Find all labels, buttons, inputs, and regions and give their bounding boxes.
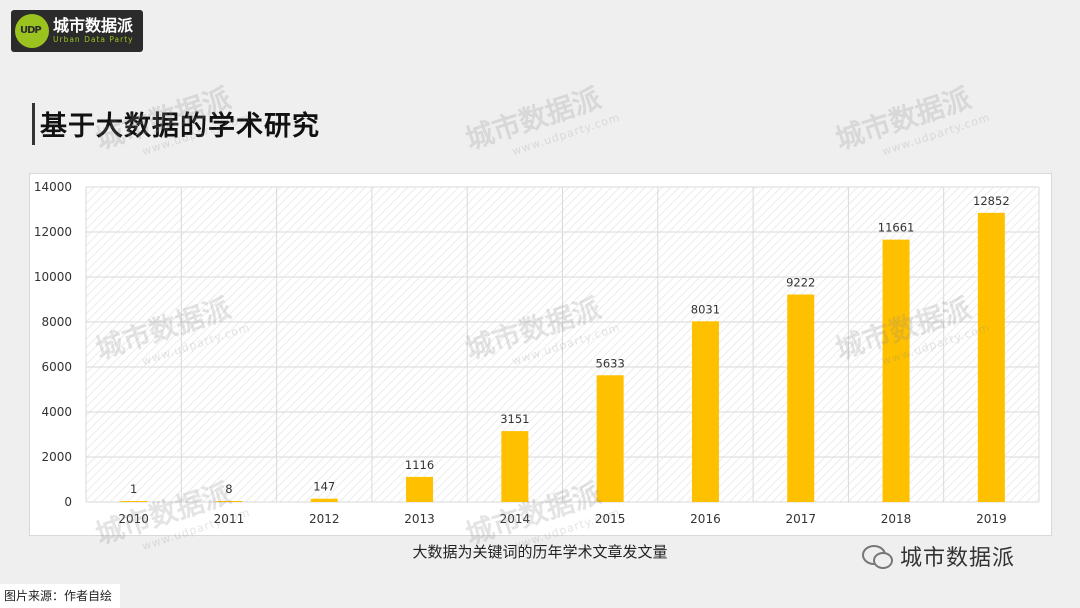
- bar: [310, 498, 338, 502]
- watermark-text: 城市数据派: [831, 81, 975, 157]
- x-tick-label: 2014: [500, 512, 531, 526]
- y-tick-label: 6000: [41, 360, 72, 374]
- watermark-text: 城市数据派: [461, 81, 605, 157]
- bar: [120, 501, 148, 502]
- logo-name-cn: 城市数据派: [53, 16, 134, 35]
- data-label: 147: [313, 480, 335, 494]
- x-tick-label: 2013: [404, 512, 435, 526]
- data-label: 5633: [596, 356, 625, 370]
- bar: [787, 294, 815, 502]
- page-title: 基于大数据的学术研究: [40, 111, 320, 142]
- data-label: 8: [225, 482, 232, 496]
- y-tick-label: 12000: [34, 225, 72, 239]
- y-tick-label: 8000: [41, 315, 72, 329]
- x-tick-label: 2012: [309, 512, 340, 526]
- bar: [501, 431, 529, 502]
- wechat-account-name: 城市数据派: [900, 546, 1016, 571]
- x-tick-label: 2018: [881, 512, 912, 526]
- x-tick-label: 2010: [118, 512, 149, 526]
- y-tick-label: 2000: [41, 450, 72, 464]
- bar-chart: 0 2000 4000 6000 8000 10000 12000 14000 1 2010 8 20…: [34, 180, 1040, 526]
- bar: [215, 501, 243, 502]
- data-label: 8031: [691, 302, 720, 316]
- logo-name-en: Urban Data Party: [53, 35, 134, 44]
- x-tick-label: 2019: [976, 512, 1007, 526]
- y-tick-label: 0: [64, 495, 72, 509]
- bar: [691, 321, 719, 502]
- y-tick-label: 14000: [34, 180, 72, 194]
- y-tick-label: 4000: [41, 405, 72, 419]
- urban-data-party-logo-icon: UDP: [15, 14, 49, 48]
- data-label: 9222: [786, 276, 815, 290]
- x-tick-label: 2016: [690, 512, 721, 526]
- watermark: 城市数据派 www.udparty.com: [460, 73, 622, 171]
- y-tick-label: 10000: [34, 270, 72, 284]
- wechat-account-badge: 城市数据派: [862, 540, 1015, 572]
- title-accent-bar: [32, 103, 35, 145]
- data-label: 1116: [405, 458, 434, 472]
- x-tick-label: 2017: [785, 512, 816, 526]
- data-label: 12852: [973, 194, 1010, 208]
- chart-panel: 0 2000 4000 6000 8000 10000 12000 14000 1 2010 8 20…: [29, 173, 1052, 536]
- data-label: 3151: [500, 412, 529, 426]
- brand-logo: UDP 城市数据派 Urban Data Party: [11, 10, 143, 52]
- data-label: 1: [130, 482, 137, 496]
- wechat-icon: [862, 543, 893, 569]
- bar: [406, 476, 434, 502]
- watermark-url: www.udparty.com: [880, 110, 992, 159]
- data-label: 11661: [878, 221, 915, 235]
- bar: [596, 375, 624, 502]
- chart-caption: 大数据为关键词的历年学术文章发文量: [412, 543, 668, 561]
- watermark-url: www.udparty.com: [510, 110, 622, 159]
- watermark: 城市数据派 www.udparty.com: [830, 73, 992, 171]
- image-source-note: 图片来源：作者自绘: [0, 584, 121, 608]
- bar: [977, 212, 1005, 502]
- bar: [882, 239, 910, 502]
- x-tick-label: 2015: [595, 512, 626, 526]
- x-tick-label: 2011: [214, 512, 245, 526]
